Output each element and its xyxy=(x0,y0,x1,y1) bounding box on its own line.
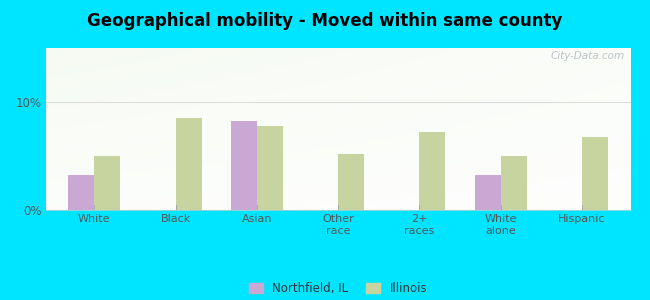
Bar xyxy=(231,122,257,210)
Text: City-Data.com: City-Data.com xyxy=(551,51,625,61)
Bar xyxy=(94,156,120,210)
Bar xyxy=(582,136,608,210)
Bar xyxy=(68,176,94,210)
Bar xyxy=(474,176,500,210)
Bar xyxy=(419,132,445,210)
Bar xyxy=(500,156,526,210)
Text: Geographical mobility - Moved within same county: Geographical mobility - Moved within sam… xyxy=(87,12,563,30)
Bar xyxy=(338,154,364,210)
Legend: Northfield, IL, Illinois: Northfield, IL, Illinois xyxy=(242,277,434,300)
Bar xyxy=(257,126,283,210)
Bar xyxy=(176,118,202,210)
